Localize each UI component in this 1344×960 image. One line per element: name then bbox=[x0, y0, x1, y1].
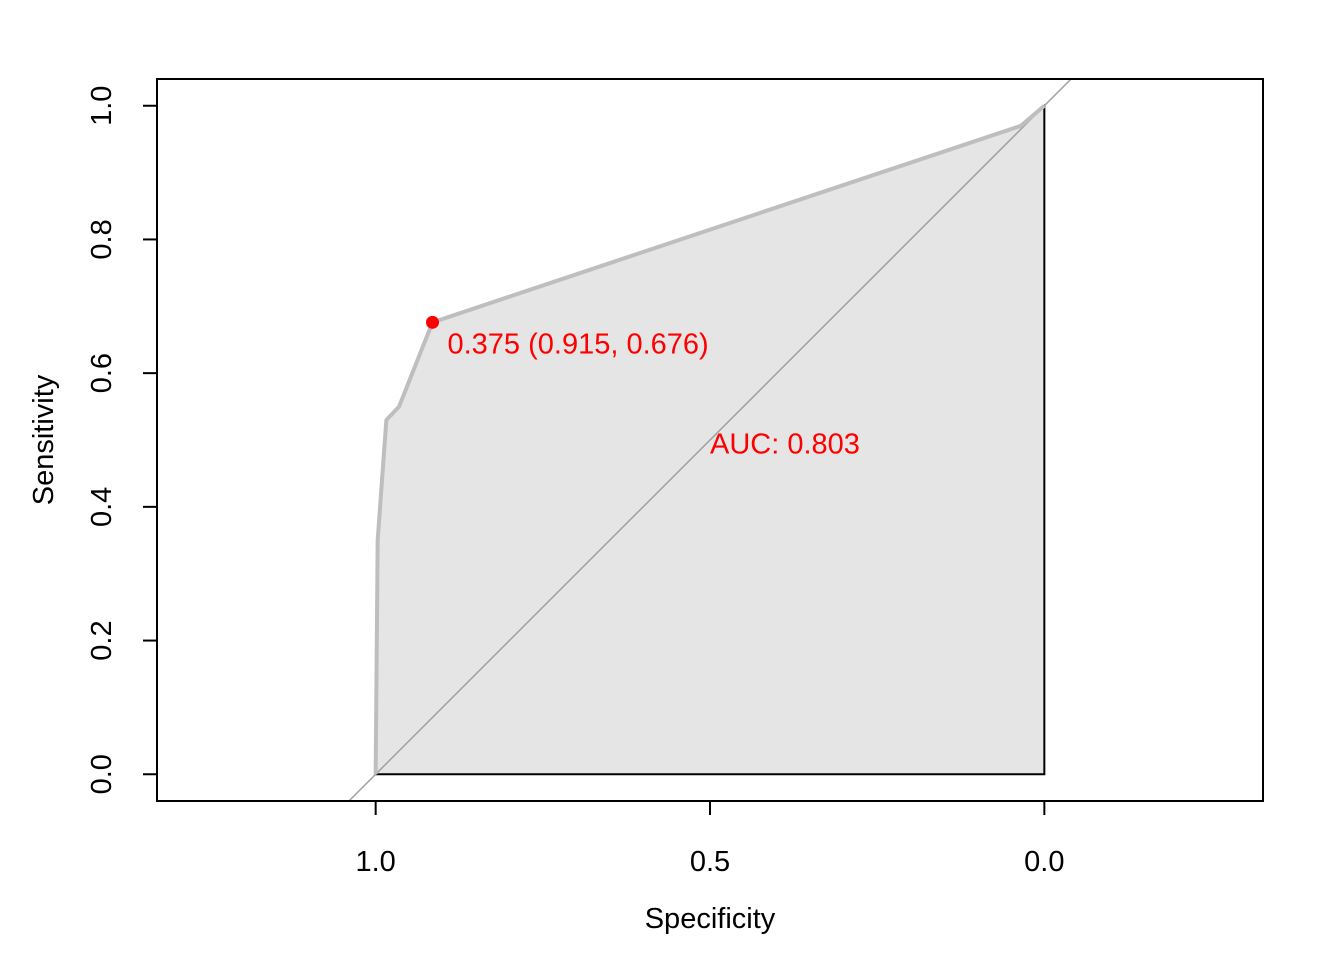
roc-curve bbox=[373, 104, 1046, 775]
best-threshold-point bbox=[425, 315, 439, 329]
x-tick-label: 0.0 bbox=[1024, 846, 1064, 878]
best-threshold-label: 0.375 (0.915, 0.676) bbox=[447, 328, 708, 360]
y-tick-label: 0.0 bbox=[86, 754, 118, 794]
y-tick-label: 0.6 bbox=[86, 353, 118, 393]
x-tick-label: 1.0 bbox=[355, 846, 395, 878]
y-axis-title: Sensitivity bbox=[28, 374, 60, 505]
auc-label: AUC: 0.803 bbox=[710, 428, 860, 460]
reference-diagonal bbox=[348, 79, 1072, 801]
y-tick-label: 0.8 bbox=[86, 219, 118, 259]
x-axis-title: Specificity bbox=[645, 903, 776, 935]
plot-area bbox=[348, 79, 1072, 801]
y-tick-label: 0.4 bbox=[86, 487, 118, 527]
annotations: 0.375 (0.915, 0.676) AUC: 0.803 bbox=[447, 328, 859, 460]
x-tick-label: 0.5 bbox=[690, 846, 730, 878]
y-tick-label: 0.2 bbox=[86, 620, 118, 660]
y-tick-label: 1.0 bbox=[86, 86, 118, 126]
axes: 1.0 0.5 0.0 0.0 0.2 0.4 0.6 0.8 1.0 bbox=[86, 86, 1065, 878]
